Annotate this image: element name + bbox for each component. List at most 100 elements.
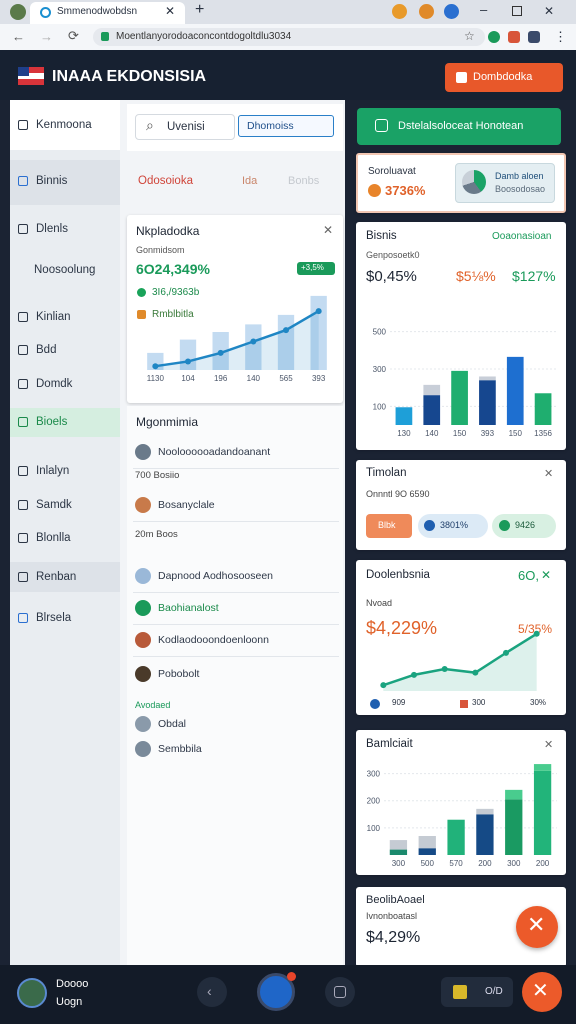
x-tick-label: 1130 xyxy=(147,374,165,383)
sidebar-item[interactable]: Dlenls xyxy=(10,219,120,239)
line xyxy=(155,310,320,368)
fab[interactable] xyxy=(516,906,558,948)
card-title: Nkpladodka xyxy=(136,224,200,238)
mini-pie xyxy=(462,170,486,194)
list-item[interactable]: Obdal xyxy=(135,716,186,732)
minimize[interactable]: – xyxy=(480,2,488,17)
bar xyxy=(423,384,441,396)
url-field[interactable] xyxy=(93,28,485,46)
list-label: Nooloooooadandoanant xyxy=(158,445,271,458)
forward[interactable]: → xyxy=(40,29,53,44)
filter-button[interactable] xyxy=(238,115,334,137)
maximize[interactable] xyxy=(512,6,522,16)
list-item[interactable]: Dapnood Aodhosooseen xyxy=(135,568,273,584)
lock-icon xyxy=(101,32,109,41)
sidebar-label: Renban xyxy=(36,571,77,583)
bar-chart: 100 200 300 300 500 570 200 300 200 xyxy=(367,764,557,868)
nav-tabs[interactable] xyxy=(325,977,355,1007)
sidebar-highlight xyxy=(10,562,120,592)
bookmark[interactable]: ☆ xyxy=(464,29,475,43)
sidebar-item[interactable]: Bdd xyxy=(10,340,120,360)
avatar xyxy=(135,497,151,513)
close[interactable]: ✕ xyxy=(541,568,552,582)
sidebar-item[interactable]: Noosoolung xyxy=(10,260,120,280)
sidebar-label: Binnis xyxy=(36,175,68,187)
x-tick-label: 130 xyxy=(397,429,411,438)
bar xyxy=(479,380,496,425)
search-box[interactable] xyxy=(135,114,235,140)
profile-icon[interactable] xyxy=(10,4,26,20)
sidebar-item[interactable]: Blrsela xyxy=(10,608,120,628)
list-item[interactable]: Bosanyclale xyxy=(135,497,215,513)
sidebar-item[interactable]: Kenmoona xyxy=(10,115,120,135)
sidebar-item[interactable]: Domdk xyxy=(10,374,120,394)
reload[interactable]: ⟳ xyxy=(68,28,79,43)
sidebar-icon xyxy=(18,572,28,582)
primary-button[interactable] xyxy=(357,108,561,145)
search-placeholder: Uvenisi xyxy=(167,121,205,133)
sidebar-icon xyxy=(18,417,28,427)
list-item[interactable]: Nooloooooadandoanant xyxy=(135,444,270,460)
sidebar-icon xyxy=(18,613,28,623)
pill-label: 3801% xyxy=(440,520,469,530)
pill-icon xyxy=(499,520,510,531)
extension-icon[interactable] xyxy=(488,31,500,43)
fab-icon: ✕ xyxy=(527,912,546,937)
menu[interactable]: ⋮ xyxy=(554,29,567,44)
list-title: Mgonmimia xyxy=(136,415,199,429)
x-tick-label: 200 xyxy=(478,859,492,868)
sidebar-label: Samdk xyxy=(36,499,72,511)
nav-back[interactable] xyxy=(197,977,227,1007)
sidebar-label: Domdk xyxy=(36,378,73,390)
fab-bottom[interactable] xyxy=(522,972,562,1012)
extension-icon[interactable] xyxy=(444,4,459,19)
avatar xyxy=(135,632,151,648)
list-label: 20m Boos xyxy=(135,529,178,540)
list-item[interactable]: Kodlaodooondoenloonn xyxy=(135,632,269,648)
extension-icon[interactable] xyxy=(392,4,407,19)
list-item[interactable]: Pobobolt xyxy=(135,666,199,682)
sidebar-item[interactable]: Kinlian xyxy=(10,307,120,327)
avatar[interactable] xyxy=(17,978,47,1008)
overview-value: 6O24,349% xyxy=(136,261,210,277)
sidebar-item[interactable]: Binnis xyxy=(10,171,120,191)
extension-icon[interactable] xyxy=(419,4,434,19)
tab[interactable]: Odosoioka xyxy=(138,175,193,187)
close-window[interactable]: ✕ xyxy=(544,4,555,18)
sidebar-item[interactable]: Samdk xyxy=(10,495,120,515)
sidebar-label: Blonlla xyxy=(36,532,71,544)
x-tick-label: 565 xyxy=(279,374,293,383)
pill[interactable] xyxy=(366,514,412,538)
tab-close[interactable]: ✕ xyxy=(165,4,176,18)
overview-change: 3I6,/9363b xyxy=(152,287,200,298)
footer-label: 300 xyxy=(472,698,486,707)
bar xyxy=(505,789,523,800)
close[interactable]: ✕ xyxy=(323,223,334,237)
close[interactable]: ✕ xyxy=(544,739,554,751)
sidebar-item[interactable]: Inlalyn xyxy=(10,461,120,481)
nav-back-icon: ‹ xyxy=(207,983,212,999)
extension-icon[interactable] xyxy=(508,31,520,43)
tab[interactable]: Bonbs xyxy=(288,175,320,187)
summary-value: 3736% xyxy=(385,183,426,198)
card-link[interactable]: Ooaonasioan xyxy=(492,231,552,242)
x-tick-label: 300 xyxy=(392,859,406,868)
back[interactable]: ← xyxy=(12,29,25,44)
sidebar-icon xyxy=(18,500,28,510)
tab[interactable]: Ida xyxy=(242,175,258,187)
sidebar-item[interactable]: Blonlla xyxy=(10,528,120,548)
point xyxy=(380,682,387,689)
point xyxy=(411,671,417,678)
close[interactable]: ✕ xyxy=(544,468,554,480)
list-item[interactable]: Sembbila xyxy=(135,741,202,757)
browser-tab[interactable] xyxy=(30,2,185,24)
extension-icon[interactable] xyxy=(528,31,540,43)
sidebar-item[interactable]: Bioels xyxy=(10,412,120,432)
sidebar-item[interactable]: Renban xyxy=(10,567,120,587)
y-tick-label: 500 xyxy=(373,328,387,337)
new-tab[interactable]: + xyxy=(195,1,205,18)
list-label: Bosanyclale xyxy=(158,498,215,511)
list-item[interactable]: Baohianalost xyxy=(135,600,219,616)
sidebar-highlight xyxy=(10,408,120,437)
